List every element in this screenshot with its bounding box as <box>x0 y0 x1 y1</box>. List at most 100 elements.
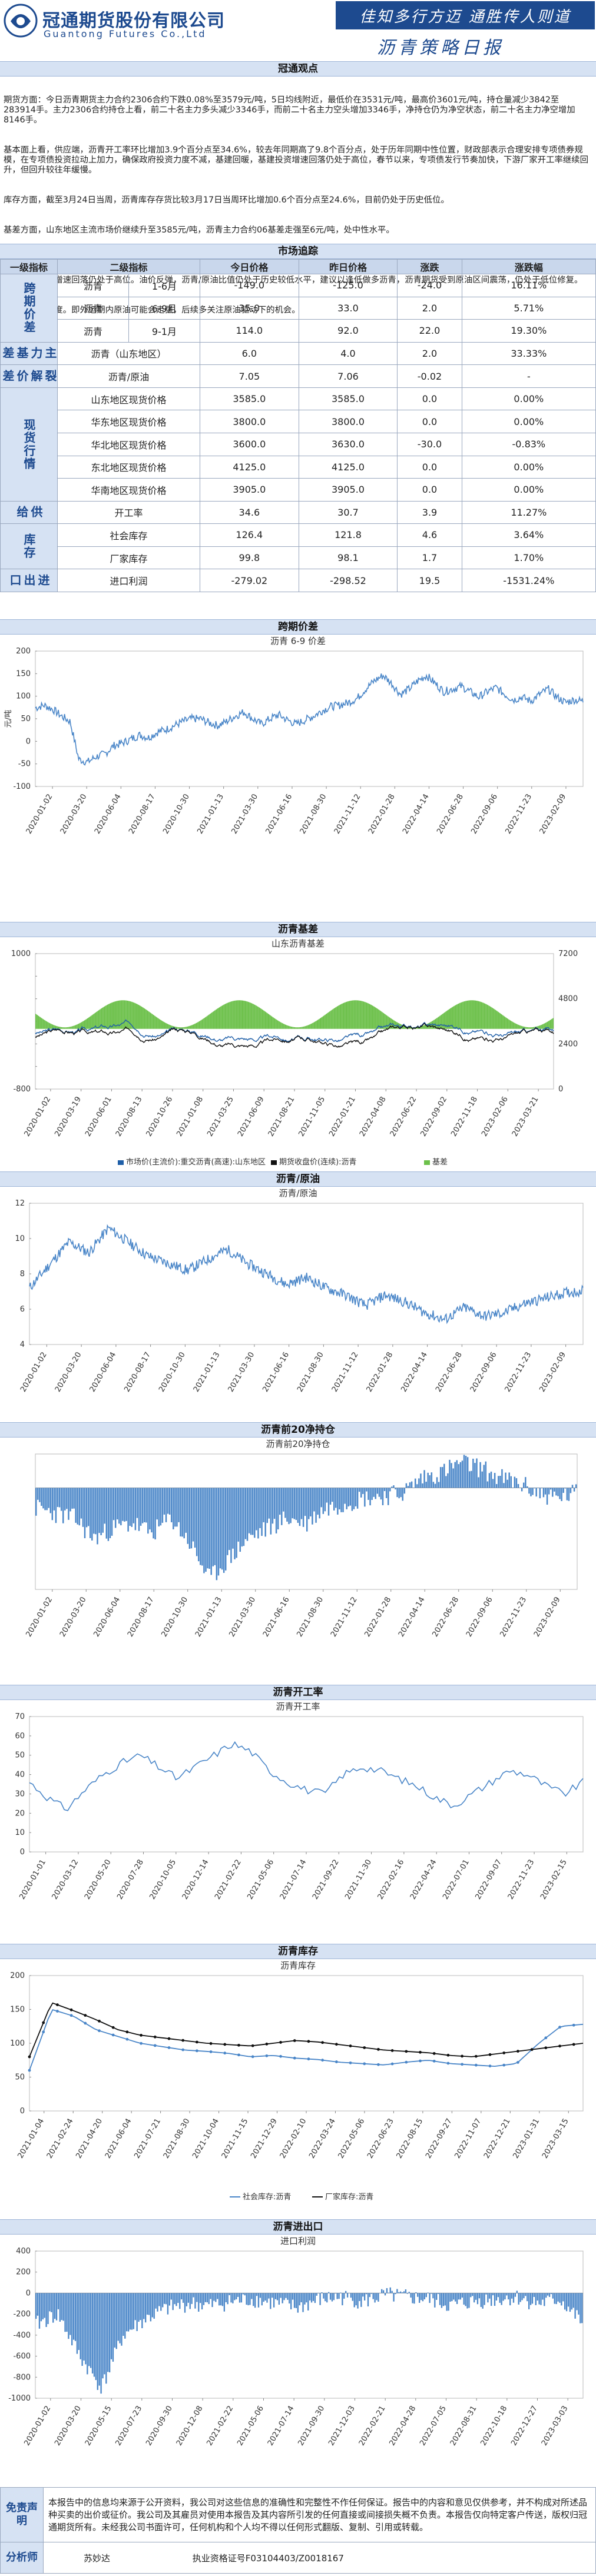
today-price: 6.0 <box>200 341 299 366</box>
x-tick-label: 2021-11-12 <box>330 1351 360 1394</box>
profit-bar <box>114 2293 116 2348</box>
y-tick-label: 150 <box>10 2006 25 2014</box>
basis-bar <box>260 1008 261 1029</box>
basis-bar <box>492 1008 494 1029</box>
basis-bar <box>532 1027 534 1029</box>
plant-inventory-point <box>405 2050 408 2053</box>
plant-inventory-point <box>446 2053 450 2057</box>
position-bar <box>58 1488 61 1508</box>
profit-bar <box>417 2293 419 2297</box>
basis-bar <box>381 1011 382 1029</box>
x-tick-label: 2022-11-23 <box>506 1858 537 1901</box>
position-bar <box>257 1488 259 1539</box>
plant-inventory-point <box>461 2054 464 2058</box>
basis-bar <box>171 1025 173 1029</box>
table-row: 东北地区现货价格 4125.0 4125.0 0.0 0.00% <box>1 455 596 479</box>
basis-bar <box>181 1027 183 1029</box>
position-bar <box>141 1488 144 1523</box>
social-inventory-point <box>251 2055 254 2059</box>
profit-bar <box>376 2293 378 2301</box>
profit-bar <box>309 2293 311 2301</box>
profit-bar <box>506 2293 508 2296</box>
basis-bar <box>64 1027 65 1029</box>
position-bar <box>449 1459 451 1488</box>
basis-bar <box>404 1025 405 1029</box>
basis-bar <box>327 1013 329 1029</box>
profit-bar <box>163 2293 165 2304</box>
plant-inventory-point <box>572 2043 575 2046</box>
slogan: 佳知多行方迈 通胜传人则道 <box>359 8 571 26</box>
profit-bar <box>57 2293 59 2309</box>
x-tick-label: 2022-11-18 <box>449 1096 479 1138</box>
basis-bar <box>58 1026 59 1029</box>
col-header: 今日价格 <box>200 259 299 274</box>
basis-bar <box>517 1024 518 1029</box>
x-tick-label: 2021-06-16 <box>261 1351 291 1394</box>
basis-bar <box>36 1014 37 1029</box>
views-paragraph: 期货方面：今日沥青期货主力合约2306合约下跌0.08%至3579元/吨，5日均… <box>4 95 575 125</box>
position-bar <box>388 1488 389 1505</box>
profit-bar <box>217 2293 218 2299</box>
profit-bar <box>201 2293 203 2310</box>
position-bar <box>95 1488 97 1535</box>
profit-bar <box>237 2293 239 2297</box>
profit-bar <box>542 2293 544 2300</box>
profit-bar <box>270 2293 271 2309</box>
social-inventory-point <box>321 2059 325 2062</box>
profit-bar <box>580 2293 581 2323</box>
x-tick-label: 2020-09-30 <box>144 2405 174 2448</box>
basis-bar <box>511 1021 512 1029</box>
social-inventory-point <box>390 2062 394 2066</box>
basis-bar <box>235 1000 236 1029</box>
legend-label: 社会库存:沥青 <box>243 2192 291 2202</box>
profit-bar <box>271 2293 273 2298</box>
profit-bar <box>459 2293 462 2300</box>
position-bar <box>192 1488 194 1542</box>
y-tick-label: 20 <box>15 1809 25 1818</box>
y-tick-label: 0 <box>20 2107 25 2116</box>
basis-bar <box>393 1020 395 1029</box>
plant-inventory-point <box>195 2040 198 2044</box>
item-sub: 1-6月 <box>128 274 200 297</box>
profit-bar <box>436 2293 438 2300</box>
disclaimer-text: 本报告中的信息均来源于公开资料，我公司对这些信息的准确性和完整性不作任何保证。报… <box>43 2487 596 2542</box>
position-bar <box>554 1488 555 1492</box>
profit-bar <box>323 2293 325 2299</box>
item-name: 华北地区现货价格 <box>57 432 200 456</box>
position-bar <box>277 1488 279 1530</box>
basis-bar <box>395 1021 396 1029</box>
basis-bar <box>544 1023 545 1029</box>
basis-bar <box>383 1013 385 1029</box>
plant-inventory-point <box>335 2043 338 2046</box>
company-name-en: Guantong Futures Co.,Ltd <box>44 28 207 39</box>
position-bar <box>530 1488 532 1496</box>
basis-bar <box>237 1000 239 1029</box>
profit-bar <box>244 2293 246 2296</box>
basis-bar <box>277 1020 279 1029</box>
y-tick-label: 200 <box>16 647 31 656</box>
basis-bar <box>500 1013 501 1029</box>
basis-bar <box>420 1026 421 1029</box>
x-tick-label: 2021-06-16 <box>261 1596 292 1639</box>
change: 19.5 <box>397 569 462 592</box>
basis-bar <box>184 1027 186 1029</box>
profit-bar <box>51 2293 52 2312</box>
basis-bar <box>320 1018 322 1029</box>
basis-bar <box>105 1005 107 1029</box>
position-bar <box>499 1476 501 1488</box>
profit-bar <box>331 2293 333 2302</box>
profit-bar <box>293 2293 296 2308</box>
position-bar <box>503 1483 505 1488</box>
profit-bar <box>374 2293 376 2303</box>
plant-inventory-point <box>42 2021 45 2024</box>
plant-inventory-point <box>140 2033 143 2037</box>
legend-swatch <box>118 1160 124 1165</box>
basis-bar <box>324 1015 325 1029</box>
profit-bar <box>449 2293 451 2302</box>
x-tick-label: 2020-03-20 <box>58 1596 88 1639</box>
x-tick-label: 2021-11-12 <box>329 1596 359 1639</box>
plant-inventory-point <box>209 2042 213 2045</box>
profit-bar <box>432 2293 434 2299</box>
profit-bar <box>528 2293 530 2309</box>
x-tick-label: 2022-04-24 <box>409 1858 439 1901</box>
